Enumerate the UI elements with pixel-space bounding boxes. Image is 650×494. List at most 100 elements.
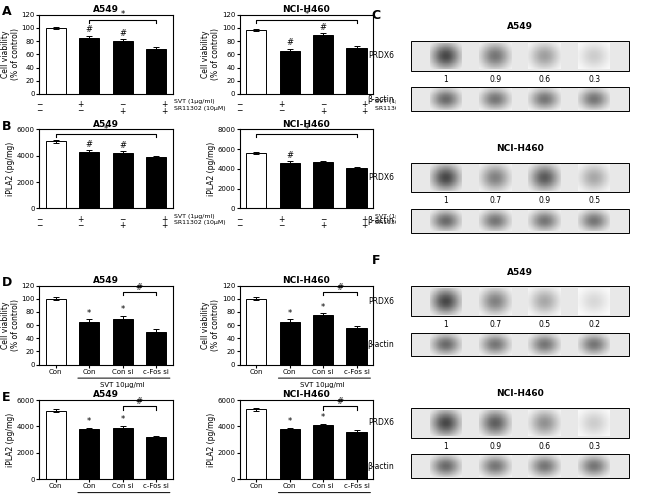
Text: +: +: [120, 221, 125, 230]
Text: SVT (1μg/ml): SVT (1μg/ml): [174, 214, 214, 219]
Bar: [246, 30, 266, 94]
Bar: [411, 287, 629, 316]
Text: SVT (1μg/ml): SVT (1μg/ml): [374, 99, 415, 104]
Text: B: B: [1, 120, 11, 133]
Text: −: −: [36, 107, 42, 116]
Text: −: −: [237, 215, 242, 224]
Text: +: +: [320, 107, 326, 116]
Bar: [313, 315, 333, 365]
Bar: [46, 28, 66, 94]
Text: #: #: [119, 29, 126, 38]
Bar: [346, 329, 367, 365]
Title: A549: A549: [93, 120, 119, 128]
Text: SVT 10μg/ml: SVT 10μg/ml: [99, 382, 144, 388]
Text: #: #: [286, 39, 293, 47]
Text: PRDX6: PRDX6: [368, 297, 394, 306]
Bar: [46, 141, 66, 208]
Text: SR11302 (10μM): SR11302 (10μM): [174, 106, 226, 111]
Text: +: +: [278, 100, 285, 109]
Bar: [46, 299, 66, 365]
Text: PRDX6: PRDX6: [368, 173, 394, 182]
Title: A549: A549: [93, 276, 119, 285]
Text: #: #: [320, 23, 326, 32]
Bar: [112, 41, 133, 94]
Text: A: A: [1, 5, 11, 18]
Bar: [246, 299, 266, 365]
Text: 0.9: 0.9: [539, 196, 551, 206]
Text: D: D: [1, 276, 12, 289]
Y-axis label: iPLA2 (pg/mg): iPLA2 (pg/mg): [207, 142, 216, 196]
Text: A549: A549: [507, 22, 533, 31]
Bar: [146, 49, 166, 94]
Text: SVT (1μg/ml): SVT (1μg/ml): [174, 99, 214, 104]
Text: SVT 10μg/ml: SVT 10μg/ml: [300, 382, 344, 388]
Text: *: *: [287, 309, 292, 318]
Bar: [46, 411, 66, 479]
Text: β-actin: β-actin: [367, 94, 394, 104]
Text: −: −: [36, 215, 42, 224]
Text: −: −: [278, 221, 285, 230]
Bar: [79, 38, 99, 94]
Text: #: #: [286, 151, 293, 160]
Text: 0.5: 0.5: [588, 196, 600, 206]
Text: 0.7: 0.7: [489, 196, 501, 206]
Text: #: #: [336, 397, 343, 406]
Bar: [411, 87, 629, 111]
Y-axis label: iPLA2 (pg/mg): iPLA2 (pg/mg): [207, 412, 216, 467]
Text: *: *: [120, 415, 125, 424]
Y-axis label: iPLA2 (pg/mg): iPLA2 (pg/mg): [6, 142, 16, 196]
Title: NCI-H460: NCI-H460: [283, 120, 330, 128]
Text: +: +: [361, 100, 368, 109]
Bar: [246, 410, 266, 479]
Text: 0.3: 0.3: [588, 75, 600, 83]
Y-axis label: Cell viability
(% of control): Cell viability (% of control): [1, 299, 20, 351]
Text: #: #: [86, 140, 93, 149]
Text: PRDX6: PRDX6: [368, 51, 394, 60]
Text: 0.5: 0.5: [539, 320, 551, 329]
Text: SR11302 (10μM): SR11302 (10μM): [174, 220, 226, 225]
Text: *: *: [321, 413, 325, 422]
Text: SVT (1μg/ml): SVT (1μg/ml): [374, 214, 415, 219]
Text: 1: 1: [443, 442, 448, 451]
Text: F: F: [372, 254, 380, 267]
Text: NCI-H460: NCI-H460: [496, 144, 544, 153]
Text: 0.9: 0.9: [489, 75, 501, 83]
Bar: [146, 332, 166, 365]
Bar: [280, 322, 300, 365]
Text: *: *: [304, 10, 309, 19]
Text: A549: A549: [507, 268, 533, 277]
Y-axis label: Cell viability
(% of control): Cell viability (% of control): [1, 28, 20, 81]
Text: +: +: [77, 100, 84, 109]
Text: +: +: [361, 221, 368, 230]
Bar: [346, 432, 367, 479]
Text: −: −: [320, 215, 326, 224]
Text: 0.7: 0.7: [489, 320, 501, 329]
Text: 0.6: 0.6: [539, 75, 551, 83]
Y-axis label: iPLA2 (pg/mg): iPLA2 (pg/mg): [6, 412, 16, 467]
Bar: [246, 153, 266, 208]
Text: *: *: [120, 10, 125, 19]
Text: 0.3: 0.3: [588, 442, 600, 451]
Text: #: #: [86, 25, 93, 34]
Text: 1: 1: [443, 320, 448, 329]
Text: −: −: [77, 107, 84, 116]
Bar: [411, 209, 629, 233]
Y-axis label: Cell viability
(% of control): Cell viability (% of control): [201, 28, 220, 81]
Bar: [112, 319, 133, 365]
Text: *: *: [87, 309, 91, 318]
Bar: [346, 168, 367, 208]
Bar: [411, 163, 629, 192]
Text: *: *: [104, 124, 108, 134]
Text: +: +: [361, 107, 368, 116]
Text: E: E: [1, 391, 10, 404]
Text: −: −: [320, 100, 326, 109]
Bar: [313, 35, 333, 94]
Bar: [411, 408, 629, 438]
Bar: [411, 332, 629, 356]
Text: β-actin: β-actin: [367, 461, 394, 471]
Text: −: −: [237, 221, 242, 230]
Text: 0.9: 0.9: [489, 442, 501, 451]
Title: NCI-H460: NCI-H460: [283, 5, 330, 14]
Title: A549: A549: [93, 390, 119, 399]
Bar: [346, 48, 367, 94]
